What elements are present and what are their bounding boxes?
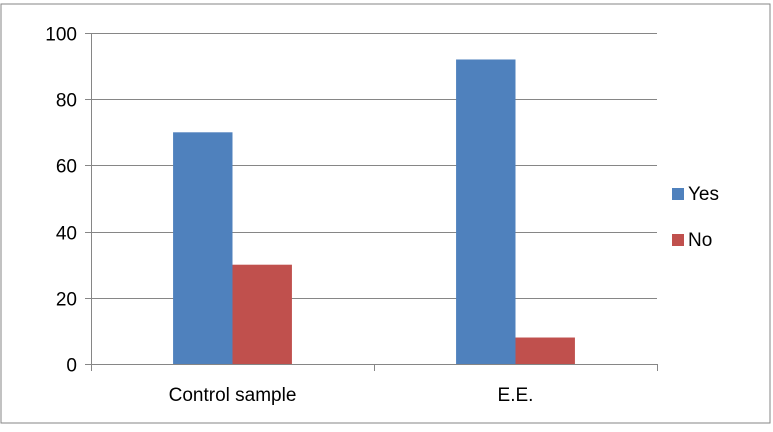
x-tick-label: E.E. xyxy=(498,385,534,406)
bar-yes-2 xyxy=(456,59,516,364)
bars xyxy=(173,59,575,364)
axes xyxy=(85,33,658,371)
x-tick-labels: Control sample E.E. xyxy=(169,385,534,406)
legend-swatch-yes xyxy=(672,188,684,200)
bar-no-2 xyxy=(515,337,575,364)
legend-label-no: No xyxy=(688,230,712,251)
chart-border xyxy=(0,3,771,424)
bar-no-1 xyxy=(232,264,292,364)
y-tick-label: 60 xyxy=(56,157,77,178)
y-tick-label: 20 xyxy=(56,290,77,311)
bar-yes-1 xyxy=(173,132,233,364)
legend: Yes No xyxy=(672,184,719,251)
y-tick-labels: 0 20 40 60 80 100 xyxy=(45,25,77,377)
y-tick-label: 100 xyxy=(45,25,77,46)
y-tick-label: 80 xyxy=(56,91,77,112)
y-tick-label: 40 xyxy=(56,224,77,245)
legend-swatch-no xyxy=(672,234,684,246)
y-tick-label: 0 xyxy=(66,356,77,377)
legend-label-yes: Yes xyxy=(688,184,719,205)
x-tick-label: Control sample xyxy=(169,385,297,406)
